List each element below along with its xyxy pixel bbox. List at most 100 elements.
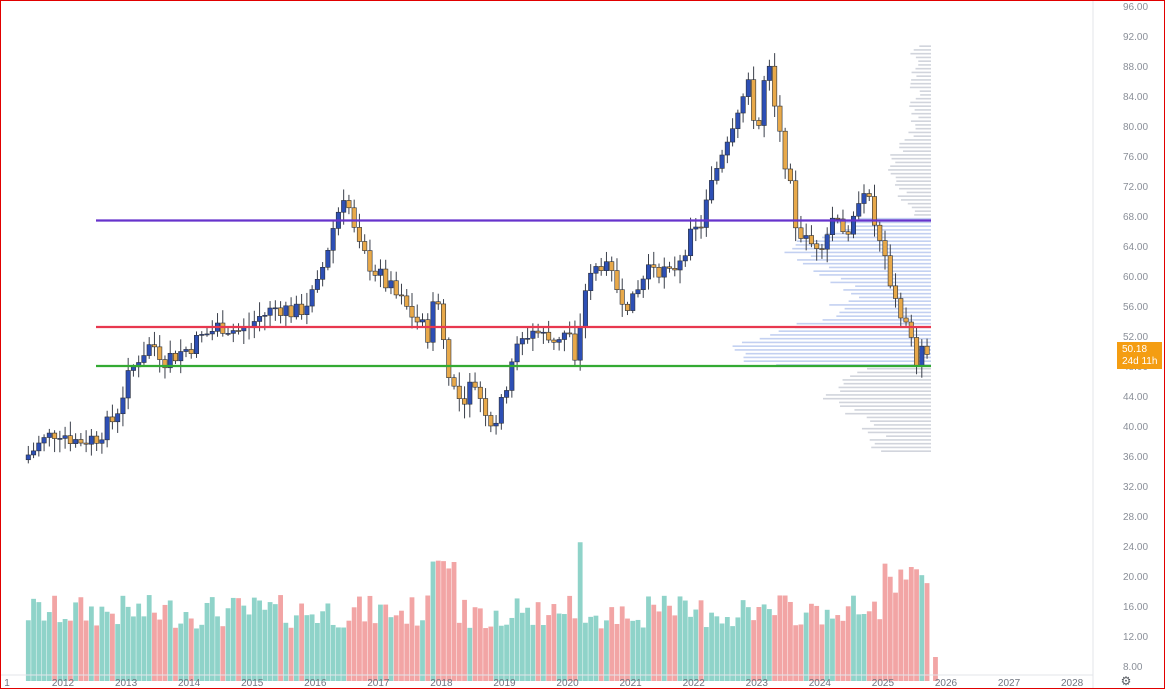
volume-bar xyxy=(898,569,904,681)
volume-bar xyxy=(230,597,236,681)
profile-bar xyxy=(873,424,931,426)
profile-bar xyxy=(918,116,931,119)
candle xyxy=(824,227,830,263)
volume-bar xyxy=(246,614,252,681)
x-tick-label: 2019 xyxy=(493,678,516,688)
gear-icon[interactable]: ⚙ xyxy=(1120,674,1132,688)
volume-bar xyxy=(52,595,57,681)
profile-bar xyxy=(920,94,931,96)
candle-body xyxy=(593,266,599,274)
x-tick-label: 2017 xyxy=(367,678,390,688)
candle xyxy=(703,189,709,237)
y-tick-label: 68.00 xyxy=(1123,212,1148,223)
candle xyxy=(41,434,47,452)
y-tick-label: 96.00 xyxy=(1123,2,1148,13)
profile-bar xyxy=(914,214,931,216)
x-tick-label: 2015 xyxy=(241,678,264,688)
candle-body xyxy=(924,345,930,355)
candle xyxy=(803,223,809,251)
volume-bar xyxy=(188,618,194,681)
profile-bar xyxy=(848,300,931,302)
volume-bar xyxy=(314,622,320,681)
x-tick-label: 2013 xyxy=(115,678,138,688)
candle xyxy=(861,184,867,214)
candle-body xyxy=(667,266,673,269)
volume-bar xyxy=(656,611,662,681)
candle-body xyxy=(693,226,699,230)
candle-body xyxy=(598,266,604,271)
candle-body xyxy=(377,268,383,276)
candle xyxy=(172,350,178,365)
volume-bar xyxy=(672,615,678,681)
volume-bar xyxy=(803,612,809,681)
volume-bar xyxy=(215,616,220,681)
profile-bar xyxy=(844,307,931,310)
x-tick-label: 2014 xyxy=(178,678,201,688)
candle-body xyxy=(230,330,236,334)
candle xyxy=(619,278,625,317)
candle xyxy=(236,323,242,335)
candle-body xyxy=(262,314,268,317)
candle-body xyxy=(288,305,294,318)
x-tick-label: 2016 xyxy=(304,678,327,688)
profile-bar xyxy=(909,86,931,89)
volume-bar xyxy=(735,617,741,681)
candle-body xyxy=(682,255,688,262)
volume-bar xyxy=(567,595,573,681)
volume-bar xyxy=(619,606,625,681)
volume-bar xyxy=(409,597,415,681)
volume-bar xyxy=(667,605,672,681)
profile-bar xyxy=(870,420,931,422)
x-tick-label: 2022 xyxy=(683,678,706,688)
x-axis: 1 2012 2013 2014 2015 2016 2017 2018 2019 2020 202… xyxy=(1,674,1093,688)
profile-bar xyxy=(843,289,931,291)
volume-bar xyxy=(588,616,594,681)
volume-bar xyxy=(651,604,657,681)
candle-body xyxy=(46,432,52,438)
candle-body xyxy=(283,305,289,316)
volume-bar xyxy=(435,560,441,681)
volume-bars xyxy=(25,542,938,681)
volume-bar xyxy=(530,624,536,681)
candle-body xyxy=(525,338,531,340)
volume-bar xyxy=(856,614,862,681)
volume-bar xyxy=(446,568,452,681)
candle xyxy=(120,386,126,427)
profile-bar xyxy=(899,146,931,149)
volume-bar xyxy=(383,604,389,681)
profile-bar xyxy=(822,236,931,239)
candle xyxy=(609,256,615,282)
volume-bar xyxy=(519,612,525,681)
candle-body xyxy=(546,331,552,341)
candle xyxy=(362,234,368,254)
y-tick-label: 16.00 xyxy=(1123,602,1148,613)
candle-body xyxy=(882,240,888,257)
volume-bar xyxy=(756,607,762,681)
candle xyxy=(756,117,762,130)
candle-body xyxy=(115,413,121,423)
candle-body xyxy=(903,317,909,323)
volume-bar xyxy=(933,657,938,681)
profile-bar xyxy=(869,439,931,441)
candle xyxy=(188,342,194,359)
volume-bar xyxy=(562,614,567,681)
profile-bar xyxy=(745,352,931,355)
candle xyxy=(514,336,520,371)
volume-bar xyxy=(604,620,609,681)
y-tick-label: 84.00 xyxy=(1123,92,1148,103)
candle xyxy=(425,313,431,349)
profile-bar xyxy=(819,274,931,276)
candle-body xyxy=(714,168,720,181)
volume-bar xyxy=(83,620,89,681)
volume-bar xyxy=(509,617,515,681)
candle-body xyxy=(703,199,709,228)
volume-bar xyxy=(399,610,404,681)
candle xyxy=(52,430,58,453)
profile-bar xyxy=(910,82,931,85)
volume-bar xyxy=(724,617,730,681)
candle-body xyxy=(456,385,462,399)
volume-bar xyxy=(67,620,73,681)
candle-body xyxy=(761,80,767,126)
